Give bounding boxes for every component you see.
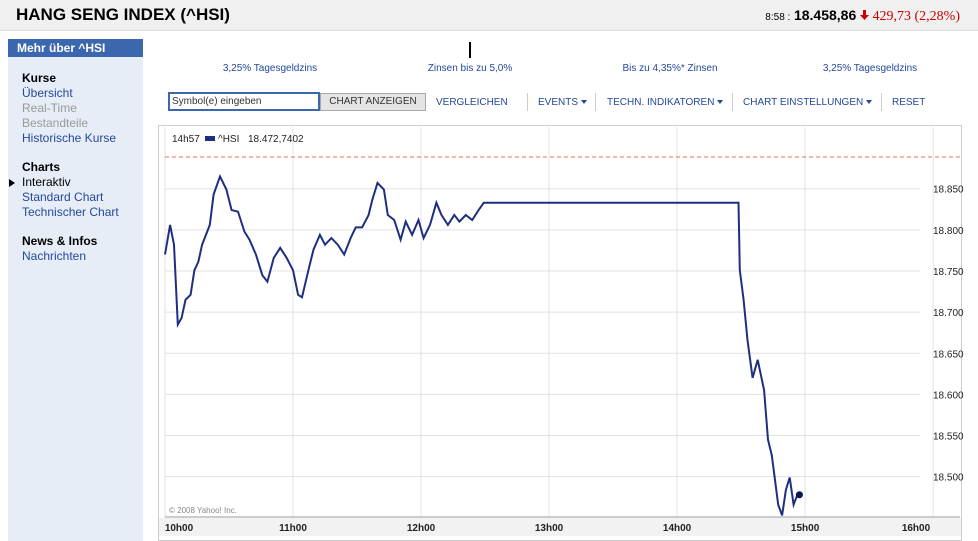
sidebar-link[interactable]: Nachrichten [22,249,87,263]
sidebar-link[interactable]: Interaktiv [9,175,143,190]
sidebar: Mehr über ^HSI Kurse Übersicht Real-Time Be… [8,39,143,541]
header: HANG SENG INDEX (^HSI) 8:58 : 18.458,86 … [0,0,978,31]
x-axis-band [159,518,961,536]
y-tick-label: 18.700 [933,308,964,319]
x-tick-label: 11h00 [279,523,307,534]
y-tick-label: 18.550 [933,432,964,443]
toolbar-item[interactable]: CHART EINSTELLUNGEN [743,97,873,108]
title: HANG SENG INDEX (^HSI) [16,5,230,24]
sidebar-link[interactable]: Bestandteile [22,116,89,130]
last-point [795,491,803,499]
y-tick-label: 18.600 [933,390,964,401]
y-tick-label: 18.500 [933,473,964,484]
quote-price: 18.458,86 [793,7,857,23]
dropdown-arrow [866,100,873,105]
y-tick-label: 18.750 [933,267,964,278]
legend-time: 14h57 [172,134,200,145]
sidebar-heading: Mehr über ^HSI [8,39,143,57]
down-arrow [859,10,869,20]
separator [527,93,528,111]
symbol-input[interactable]: Symbol(e) eingeben [168,92,320,111]
quote-change: 429,73 (2,28%) [872,9,961,24]
section-title: Kurse [22,71,57,85]
separator [595,93,596,111]
y-tick-label: 18.850 [933,185,964,196]
sidebar-section: News & Infos Nachrichten [22,234,143,264]
x-tick-label: 16h00 [902,523,931,534]
toolbar: Symbol(e) eingeben CHART ANZEIGEN VERGLE… [158,89,978,117]
x-tick-label: 12h00 [407,523,436,534]
sidebar-link[interactable]: Übersicht [22,86,73,100]
ad-link[interactable]: Bis zu 4,35%* Zinsen [622,63,718,74]
quote-time: 8:58 : [765,12,791,23]
sidebar-link[interactable]: Real-Time [22,101,77,115]
x-tick-label: 14h00 [663,523,692,534]
sidebar-section: Charts Interaktiv Standard Chart Technische… [9,160,143,220]
toolbar-item[interactable]: EVENTS [538,97,588,108]
sidebar-link[interactable]: Historische Kurse [22,131,117,145]
section-title: News & Infos [22,234,98,248]
legend-value: 18.472,7402 [248,134,304,145]
dropdown-arrow [717,100,724,105]
x-tick-label: 10h00 [165,523,194,534]
x-tick-label: 15h00 [791,523,820,534]
quote: 8:58 : 18.458,86 429,73 (2,28%) [765,7,960,25]
chart: 18.500 18.550 18.600 18.650 18.700 18.750 18.8… [158,125,964,541]
dropdown-arrow [581,100,588,105]
ad-link[interactable]: 3,25% Tagesgeldzins [822,63,918,74]
ad-link[interactable]: Zinsen bis zu 5,0% [427,63,513,74]
copyright: © 2008 Yahoo! Inc. [169,506,237,515]
separator [881,93,882,111]
y-tick-label: 18.650 [933,349,964,360]
ad-link[interactable]: 3,25% Tagesgeldzins [222,63,318,74]
show-chart-button[interactable]: CHART ANZEIGEN [320,93,426,111]
legend-swatch [205,136,215,141]
y-tick-label: 18.800 [933,226,964,237]
toolbar-item[interactable]: RESET [892,97,926,108]
sidebar-section: Kurse Übersicht Real-Time Bestandteile Histo… [22,71,143,146]
x-tick-label: 13h00 [535,523,564,534]
legend-name: ^HSI [218,134,239,145]
chart-frame [158,125,962,541]
toolbar-item[interactable]: TECHN. INDIKATOREN [607,97,724,108]
sidebar-link[interactable]: Standard Chart [22,190,104,204]
price-line [164,173,799,516]
separator [732,93,733,111]
section-title: Charts [22,160,61,174]
cursor [469,42,471,58]
toolbar-item[interactable]: VERGLEICHEN [436,97,508,108]
sidebar-link[interactable]: Technischer Chart [22,205,119,219]
